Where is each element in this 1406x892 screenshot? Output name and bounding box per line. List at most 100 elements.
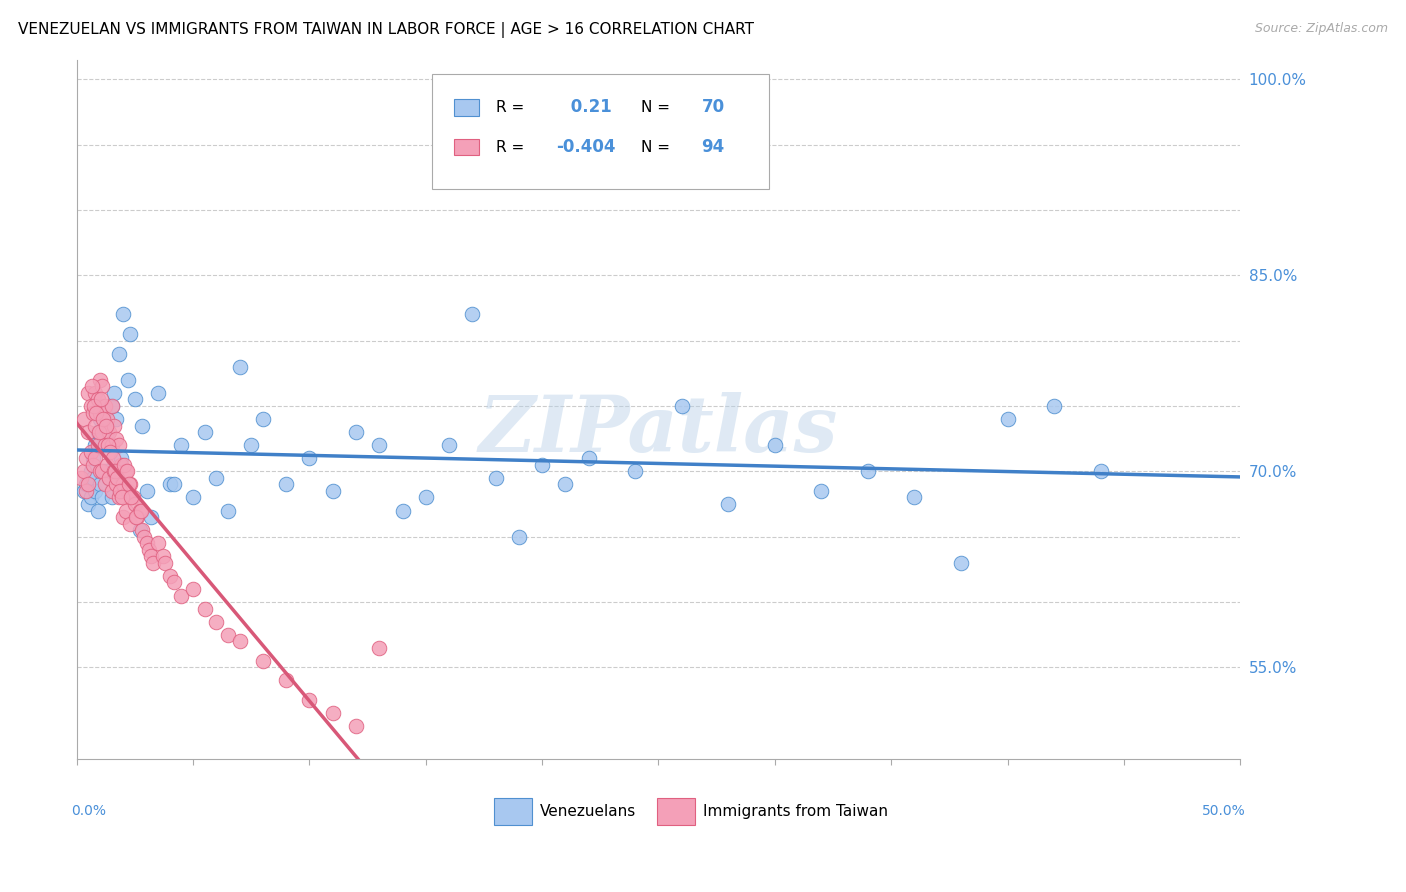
Point [114, 503, 136, 517]
Point [100, 399, 122, 413]
Point [98, 425, 121, 439]
Point [217, 628, 239, 642]
Point [111, 491, 134, 505]
Point [84, 451, 107, 466]
Point [205, 615, 228, 629]
Point [93, 412, 115, 426]
Point [228, 359, 250, 374]
Point [120, 477, 142, 491]
Point [856, 464, 879, 478]
Text: Venezuelans: Venezuelans [540, 804, 636, 819]
Point [93, 399, 115, 413]
Point [101, 451, 124, 466]
Point [181, 491, 204, 505]
Point [105, 477, 128, 491]
Point [79, 444, 101, 458]
Point [135, 536, 157, 550]
Point [107, 347, 129, 361]
Point [84, 385, 107, 400]
Point [125, 510, 148, 524]
Point [134, 530, 156, 544]
Point [112, 483, 135, 498]
Point [82, 458, 104, 472]
Point [903, 491, 925, 505]
Point [228, 634, 250, 648]
Point [96, 425, 118, 439]
Point [96, 458, 118, 472]
FancyBboxPatch shape [454, 99, 479, 116]
Point [298, 451, 321, 466]
Point [79, 491, 101, 505]
Point [163, 575, 186, 590]
Point [86, 392, 108, 407]
Point [322, 483, 344, 498]
Point [368, 438, 391, 452]
Point [950, 556, 973, 570]
Point [997, 412, 1019, 426]
Point [84, 438, 107, 452]
Point [118, 477, 141, 491]
Point [121, 491, 143, 505]
Point [107, 471, 129, 485]
Point [73, 464, 96, 478]
Point [217, 503, 239, 517]
Point [91, 379, 114, 393]
Point [344, 425, 367, 439]
Point [93, 438, 115, 452]
Point [89, 412, 111, 426]
Point [114, 464, 136, 478]
Point [717, 497, 740, 511]
Point [91, 491, 114, 505]
Point [170, 438, 193, 452]
Point [91, 399, 114, 413]
Text: 0.21: 0.21 [565, 98, 612, 116]
Point [276, 673, 298, 688]
Point [415, 491, 437, 505]
Point [70, 471, 93, 485]
Point [103, 385, 125, 400]
Point [82, 451, 104, 466]
Text: ZIPatlas: ZIPatlas [479, 392, 838, 468]
Point [86, 438, 108, 452]
Point [79, 399, 101, 413]
Point [508, 530, 530, 544]
Point [112, 308, 135, 322]
Point [763, 438, 786, 452]
Point [120, 327, 142, 342]
Point [77, 425, 100, 439]
Point [77, 497, 100, 511]
Text: 0.0%: 0.0% [70, 805, 105, 818]
Point [94, 418, 117, 433]
Point [554, 477, 576, 491]
Point [117, 483, 139, 498]
Point [163, 477, 186, 491]
Point [240, 438, 263, 452]
Point [86, 503, 108, 517]
Point [437, 438, 460, 452]
Text: Immigrants from Taiwan: Immigrants from Taiwan [703, 804, 887, 819]
Point [322, 706, 344, 721]
FancyBboxPatch shape [432, 73, 769, 189]
Point [252, 412, 274, 426]
Text: R =: R = [495, 139, 529, 154]
Point [484, 471, 506, 485]
Point [89, 477, 111, 491]
Text: Source: ZipAtlas.com: Source: ZipAtlas.com [1254, 22, 1388, 36]
Point [131, 418, 153, 433]
Point [87, 425, 110, 439]
Point [107, 438, 129, 452]
Text: VENEZUELAN VS IMMIGRANTS FROM TAIWAN IN LABOR FORCE | AGE > 16 CORRELATION CHART: VENEZUELAN VS IMMIGRANTS FROM TAIWAN IN … [18, 22, 754, 38]
Point [128, 523, 150, 537]
Point [159, 477, 181, 491]
Point [110, 458, 132, 472]
Point [105, 412, 128, 426]
Point [89, 464, 111, 478]
Point [103, 418, 125, 433]
FancyBboxPatch shape [658, 798, 695, 824]
Point [89, 373, 111, 387]
Point [141, 510, 163, 524]
Point [276, 477, 298, 491]
Point [91, 425, 114, 439]
Point [75, 451, 97, 466]
Point [77, 477, 100, 491]
